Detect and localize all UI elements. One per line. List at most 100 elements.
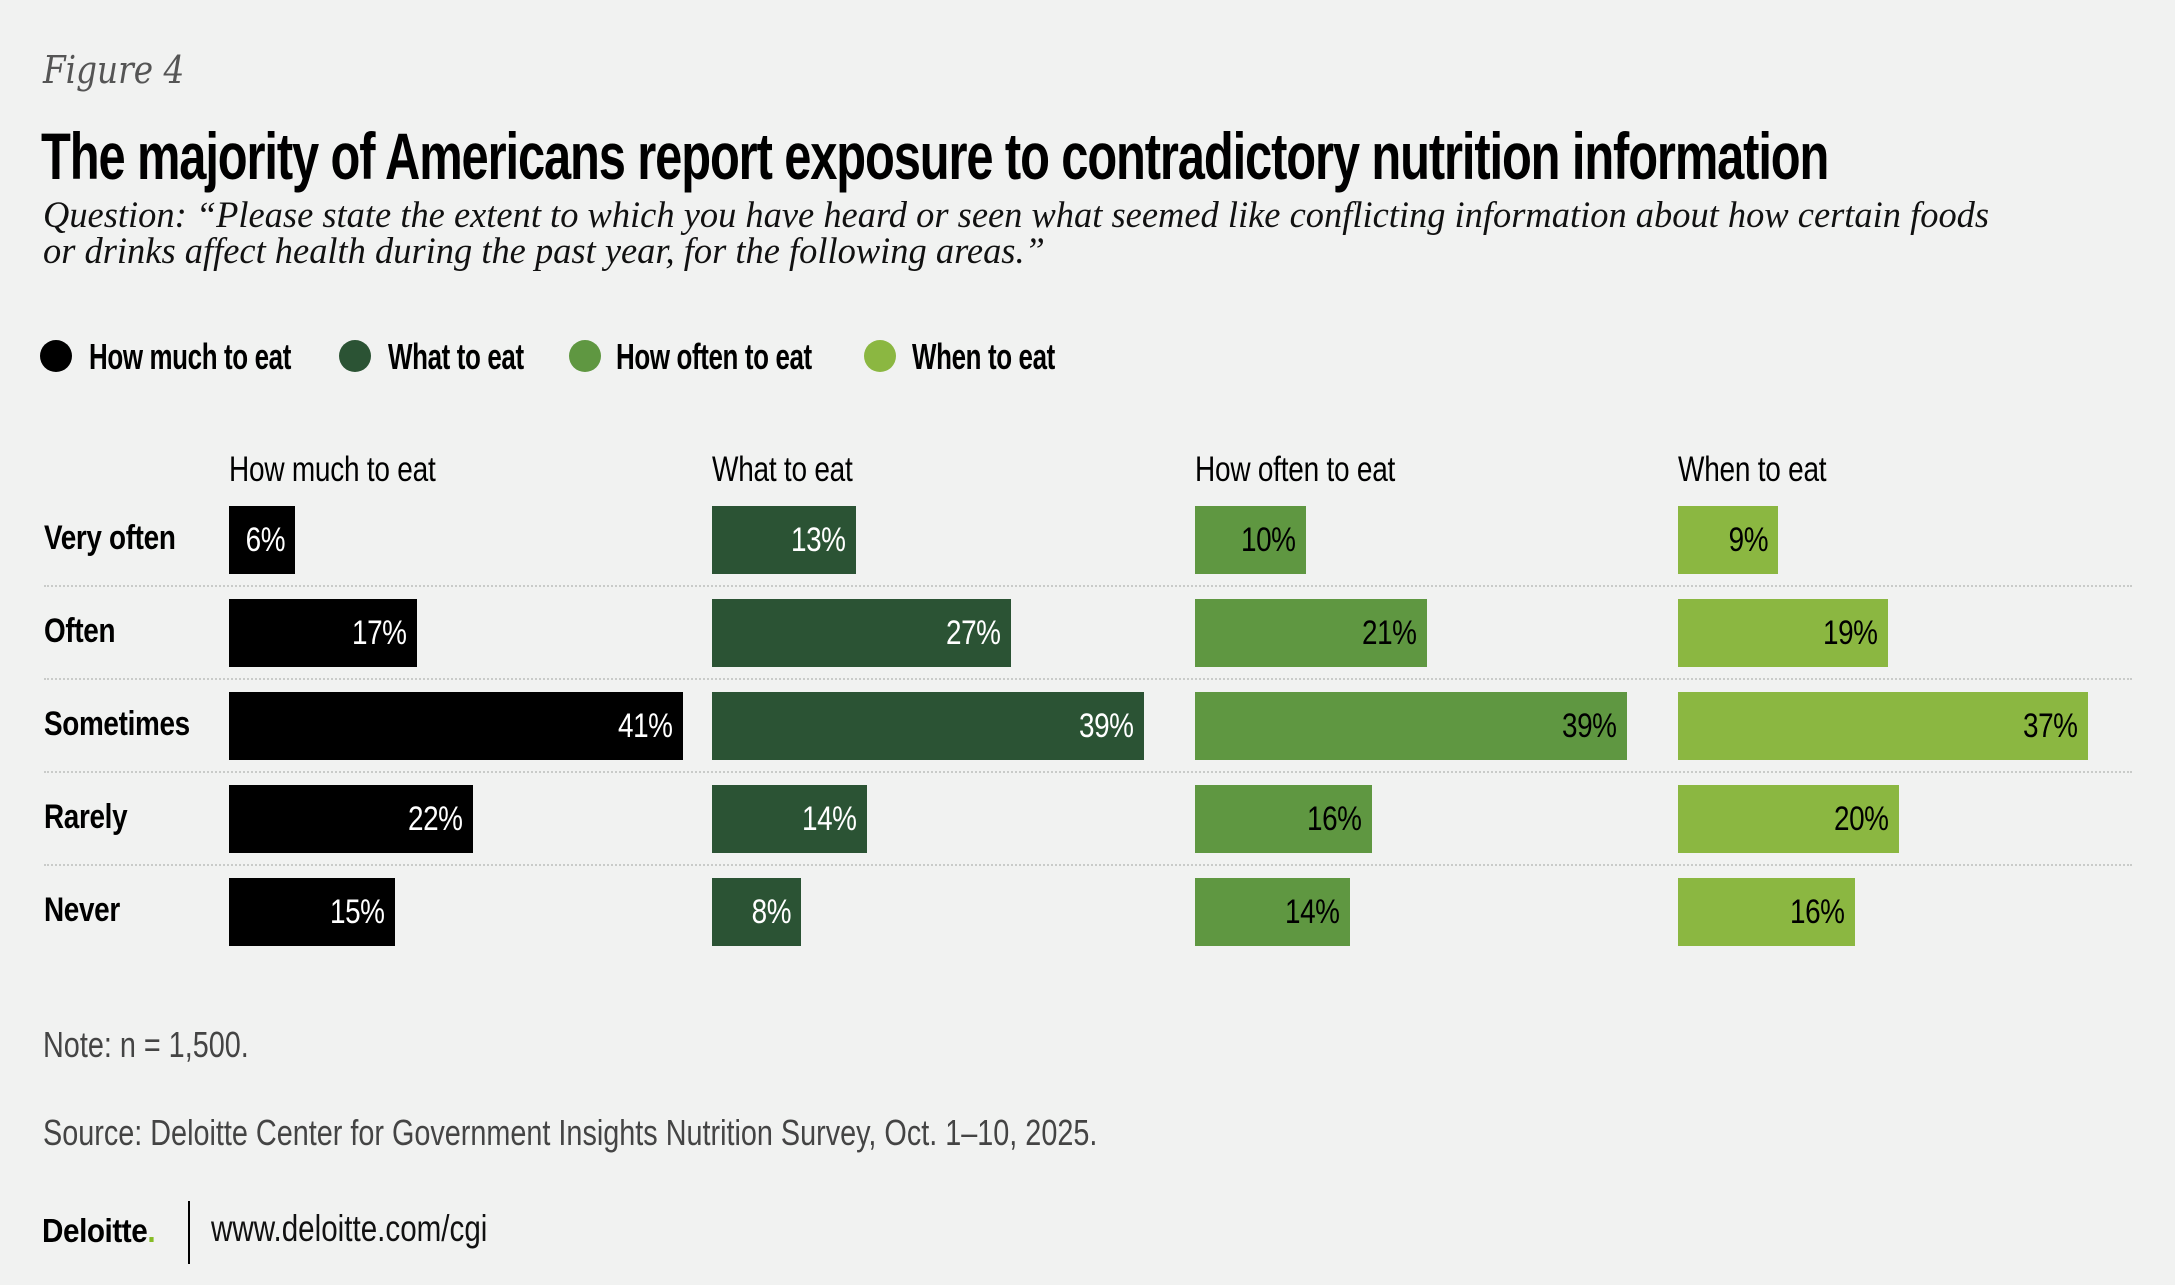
bar: 19%: [1678, 599, 1888, 667]
bar-value-text: 17%: [352, 614, 407, 652]
logo-text: Deloitte: [42, 1212, 148, 1249]
panel-header-text: How often to eat: [1195, 450, 1396, 489]
bar-value-label: 10%: [1229, 520, 1296, 560]
chart-title: The majority of Americans report exposur…: [41, 118, 2175, 194]
legend-label: How often to eat: [616, 336, 888, 378]
bar-value-text: 21%: [1362, 614, 1417, 652]
legend-dot-icon: [864, 340, 896, 372]
bar: 21%: [1195, 599, 1427, 667]
row-label: Sometimes: [44, 705, 222, 744]
subtitle-line-2: or drinks affect health during the past …: [43, 231, 1045, 272]
bar-value-text: 22%: [408, 800, 463, 838]
panel-header: What to eat: [712, 450, 888, 490]
bar: 27%: [712, 599, 1011, 667]
figure-label-text: Figure 4: [43, 48, 185, 92]
panel-header-text: What to eat: [712, 450, 853, 489]
bar: 39%: [712, 692, 1144, 760]
bar-value-label: 21%: [1350, 613, 1417, 653]
row-label-text: Never: [44, 891, 120, 929]
bar: 20%: [1678, 785, 1899, 853]
bar: 10%: [1195, 506, 1306, 574]
footer-divider: [188, 1201, 190, 1264]
bar-value-label: 37%: [2011, 706, 2078, 746]
bar-value-label: 16%: [1778, 892, 1845, 932]
logo-dot-icon: .: [147, 1212, 156, 1249]
bar-value-label: 16%: [1295, 799, 1362, 839]
legend-label: How much to eat: [89, 336, 370, 378]
bar: 16%: [1195, 785, 1372, 853]
row-label: Never: [44, 891, 137, 930]
bar: 6%: [229, 506, 295, 574]
bar-value-text: 41%: [618, 707, 673, 745]
bar-value-label: 20%: [1822, 799, 1889, 839]
panel-header: How much to eat: [229, 450, 487, 490]
bar-value-label: 19%: [1811, 613, 1878, 653]
row-label-text: Very often: [44, 519, 176, 557]
bar: 9%: [1678, 506, 1778, 574]
bar-value-text: 16%: [1790, 893, 1845, 931]
bar-value-label: 6%: [237, 520, 286, 560]
chart-note: Note: n = 1,500.: [43, 1024, 300, 1066]
figure-label: Figure 4: [43, 48, 207, 92]
bar-value-label: 15%: [318, 892, 385, 932]
bar-value-label: 14%: [790, 799, 857, 839]
panel-header-text: When to eat: [1678, 450, 1827, 489]
bar-value-text: 27%: [946, 614, 1001, 652]
panel-header-text: How much to eat: [229, 450, 436, 489]
bar-value-text: 39%: [1079, 707, 1134, 745]
row-label-text: Often: [44, 612, 116, 650]
panel-header: How often to eat: [1195, 450, 1445, 490]
bar-value-text: 10%: [1241, 521, 1296, 559]
legend-dot-icon: [40, 340, 72, 372]
bar-value-text: 39%: [1562, 707, 1617, 745]
bar: 22%: [229, 785, 473, 853]
bar-value-label: 13%: [779, 520, 846, 560]
bar: 16%: [1678, 878, 1855, 946]
legend-label-text: How much to eat: [89, 336, 291, 377]
bar-value-label: 39%: [1067, 706, 1134, 746]
bar: 8%: [712, 878, 801, 946]
bar-value-label: 9%: [1720, 520, 1769, 560]
row-label: Often: [44, 612, 131, 651]
legend-label: When to eat: [912, 336, 1111, 378]
bar-value-label: 14%: [1273, 892, 1340, 932]
bar: 17%: [229, 599, 417, 667]
bar: 39%: [1195, 692, 1627, 760]
bar-value-text: 37%: [2023, 707, 2078, 745]
panel-header: When to eat: [1678, 450, 1863, 490]
legend-dot-icon: [339, 340, 371, 372]
bar: 14%: [712, 785, 867, 853]
bar-value-label: 22%: [396, 799, 463, 839]
legend-dot-icon: [569, 340, 601, 372]
bar-value-text: 6%: [245, 521, 286, 559]
bar: 14%: [1195, 878, 1350, 946]
row-separator: [44, 678, 2132, 680]
row-separator: [44, 585, 2132, 587]
chart-source: Source: Deloitte Center for Government I…: [43, 1112, 1361, 1154]
row-label: Very often: [44, 519, 204, 558]
bar-value-text: 14%: [1285, 893, 1340, 931]
bar-value-label: 8%: [743, 892, 792, 932]
bar: 37%: [1678, 692, 2088, 760]
footer-url-text[interactable]: www.deloitte.com/cgi: [211, 1208, 488, 1249]
bar-value-text: 8%: [751, 893, 792, 931]
bar-value-text: 19%: [1823, 614, 1878, 652]
legend-label: What to eat: [388, 336, 577, 378]
chart-source-text: Source: Deloitte Center for Government I…: [43, 1112, 1098, 1153]
bar-value-label: 17%: [340, 613, 407, 653]
bar-value-label: 27%: [934, 613, 1001, 653]
bar-value-text: 20%: [1834, 800, 1889, 838]
bar: 41%: [229, 692, 683, 760]
row-label-text: Rarely: [44, 798, 128, 836]
bar-value-text: 16%: [1307, 800, 1362, 838]
row-separator: [44, 864, 2132, 866]
row-separator: [44, 771, 2132, 773]
legend-label-text: When to eat: [912, 336, 1055, 377]
deloitte-logo: Deloitte.: [42, 1212, 168, 1250]
bar: 15%: [229, 878, 395, 946]
bar-value-label: 41%: [606, 706, 673, 746]
bar: 13%: [712, 506, 856, 574]
row-label-text: Sometimes: [44, 705, 190, 743]
subtitle-line-1: Question: “Please state the extent to wh…: [43, 195, 1990, 236]
footer-url-link[interactable]: www.deloitte.com/cgi: [211, 1208, 556, 1250]
